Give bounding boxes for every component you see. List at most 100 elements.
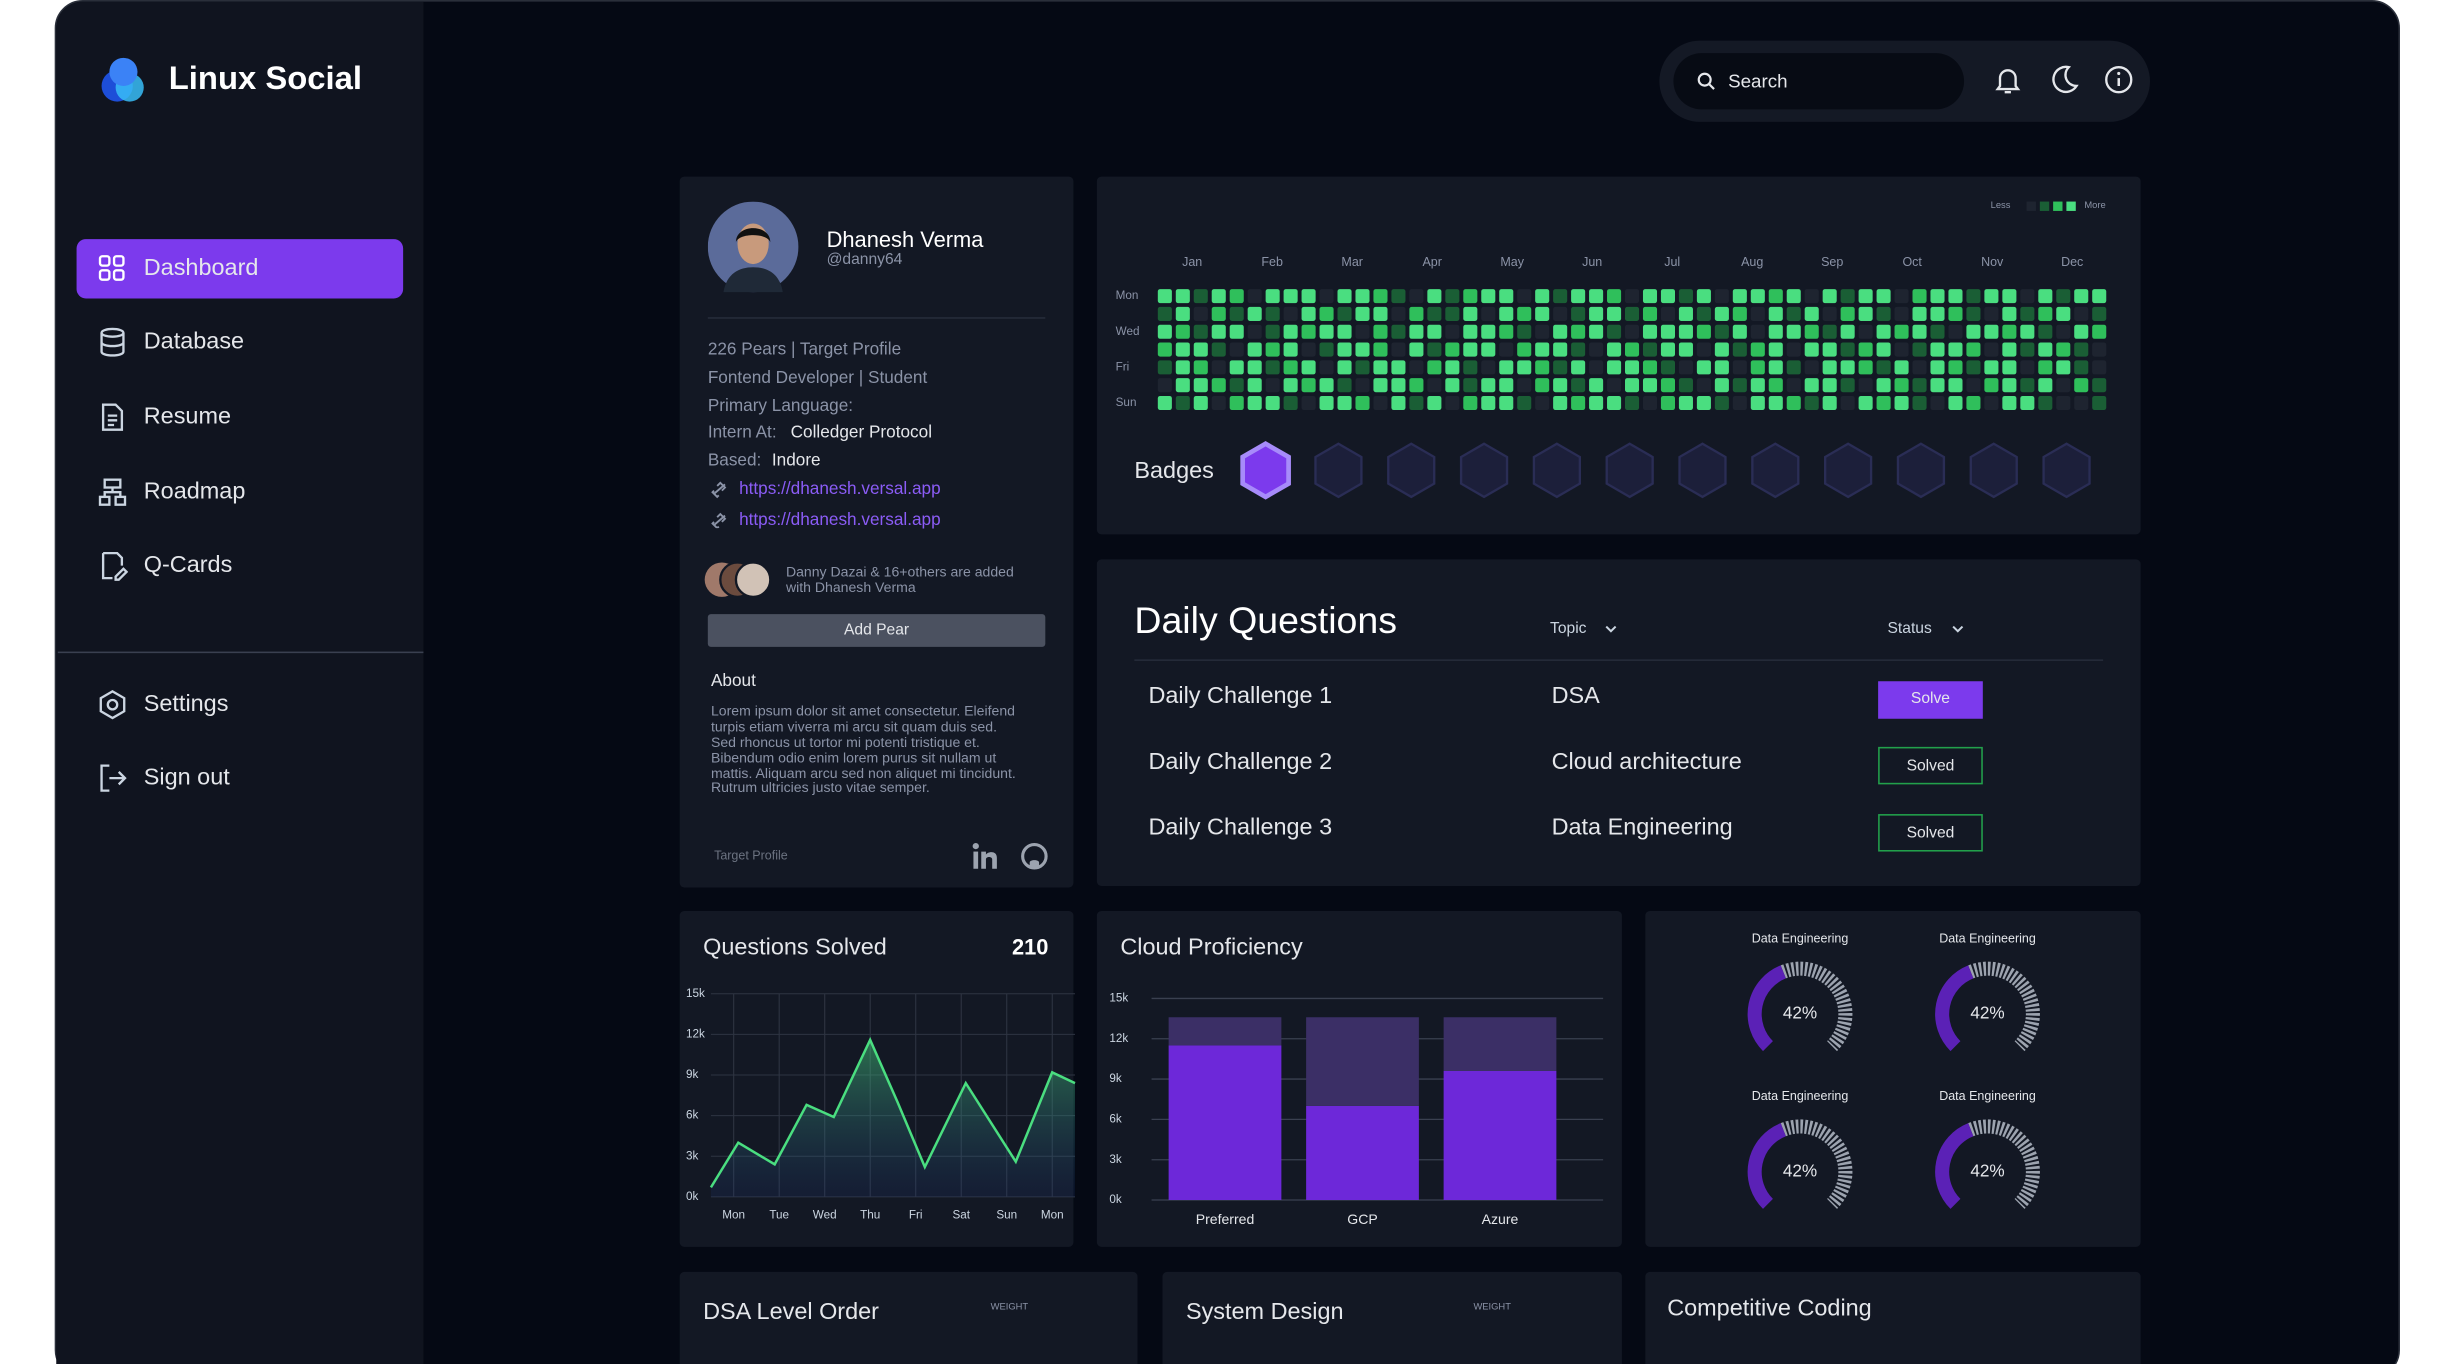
- activity-cell: [1750, 360, 1765, 375]
- activity-cell: [1696, 289, 1711, 304]
- social-icons[interactable]: [972, 842, 1053, 870]
- gauge-value: [1747, 965, 1787, 1052]
- nav-item[interactable]: Database: [77, 313, 404, 372]
- activity-cell: [1319, 378, 1334, 393]
- nav-item[interactable]: Sign out: [77, 748, 404, 807]
- activity-cell: [1589, 289, 1604, 304]
- activity-cell: [1858, 289, 1873, 304]
- solve-button[interactable]: Solve: [1878, 681, 1983, 719]
- activity-cell: [1391, 395, 1406, 410]
- activity-cell: [1553, 360, 1568, 375]
- x-tick-label: Fri: [909, 1209, 923, 1222]
- based-value: Indore: [771, 451, 821, 471]
- activity-cell: [1301, 342, 1316, 357]
- app-name: Linux Social: [168, 60, 363, 97]
- activity-cell: [1858, 360, 1873, 375]
- activity-cell: [1265, 324, 1280, 339]
- add-button[interactable]: Add Pear: [707, 614, 1046, 647]
- chart-title: Questions Solved: [703, 934, 887, 961]
- activity-cell: [1463, 360, 1478, 375]
- activity-cell: [1768, 395, 1783, 410]
- profile-link[interactable]: https://dhanesh.versal.app: [739, 510, 941, 530]
- month-label: Oct: [1902, 255, 1922, 269]
- divider: [1134, 659, 2104, 661]
- activity-cell: [1481, 342, 1496, 357]
- badges-title: Badges: [1134, 457, 1214, 485]
- gauge-value: [1747, 1123, 1787, 1209]
- activity-cell: [1517, 289, 1532, 304]
- x-tick-label: GCP: [1347, 1211, 1377, 1227]
- avatar: [707, 201, 799, 293]
- activity-cell: [1840, 324, 1855, 339]
- activity-cell: [1912, 289, 1927, 304]
- nav-item[interactable]: Dashboard: [76, 239, 404, 299]
- activity-cell: [1535, 378, 1550, 393]
- x-tick-label: Mon: [1041, 1209, 1064, 1222]
- nav-item[interactable]: Roadmap: [77, 463, 404, 522]
- nav-item[interactable]: Resume: [77, 388, 404, 447]
- activity-cell: [1696, 306, 1711, 321]
- activity-cell: [1445, 378, 1460, 393]
- x-tick-label: Sat: [952, 1209, 970, 1222]
- activity-cell: [1732, 324, 1747, 339]
- activity-cell: [1607, 378, 1622, 393]
- gauges-card: [1645, 910, 2141, 1247]
- activity-cell: [1714, 360, 1729, 375]
- activity-cell: [2092, 360, 2107, 375]
- profile-handle: @danny64: [826, 251, 903, 269]
- activity-cell: [1409, 289, 1424, 304]
- solved-button[interactable]: Solved: [1878, 814, 1983, 852]
- legend-swatch: [2066, 201, 2076, 211]
- activity-cell: [1247, 289, 1262, 304]
- icon: [100, 327, 125, 357]
- activity-cell: [1894, 378, 1909, 393]
- activity-cell: [1391, 378, 1406, 393]
- info-icon[interactable]: [2103, 64, 2134, 95]
- column-filter[interactable]: Status: [1887, 620, 1932, 638]
- profile-card: [679, 176, 1074, 888]
- peers-note: Danny Dazai & 16+others are added with D…: [785, 564, 1014, 596]
- column-filter[interactable]: Topic: [1550, 620, 1587, 638]
- activity-cell: [1193, 360, 1208, 375]
- chart-title: Cloud Proficiency: [1120, 934, 1303, 961]
- activity-cell: [2092, 342, 2107, 357]
- nav-label: Dashboard: [143, 254, 259, 282]
- activity-cell: [1912, 395, 1927, 410]
- activity-cell: [1355, 342, 1370, 357]
- month-label: Jun: [1582, 255, 1602, 269]
- activity-cell: [1642, 360, 1658, 375]
- activity-cell: [1157, 360, 1172, 375]
- activity-cell: [1211, 395, 1226, 410]
- nav-item[interactable]: Q-Cards: [77, 536, 404, 595]
- profile-summary: 226 Pears | Target Profile: [707, 340, 902, 360]
- activity-cell: [1229, 360, 1244, 375]
- activity-cell: [1373, 324, 1388, 339]
- activity-cell: [1535, 306, 1550, 321]
- activity-cell: [1930, 289, 1945, 304]
- activity-cell: [1391, 324, 1406, 339]
- bell-icon[interactable]: [1992, 64, 2023, 95]
- activity-cell: [2038, 324, 2053, 339]
- profile-link[interactable]: https://dhanesh.versal.app: [739, 479, 941, 499]
- theme-icon[interactable]: [2048, 64, 2079, 95]
- activity-cell: [1642, 378, 1658, 393]
- nav-item[interactable]: Settings: [77, 675, 404, 734]
- solved-button[interactable]: Solved: [1878, 746, 1983, 785]
- activity-cell: [1517, 395, 1532, 410]
- activity-cell: [1948, 306, 1963, 321]
- activity-cell: [1930, 342, 1945, 357]
- activity-cell: [2074, 360, 2089, 375]
- activity-cell: [1678, 378, 1693, 393]
- activity-cell: [1822, 360, 1837, 375]
- card-label: WEIGHT: [990, 1303, 1029, 1313]
- activity-cell: [1391, 360, 1406, 375]
- search-box[interactable]: [1673, 53, 1965, 110]
- activity-cell: [1642, 306, 1658, 321]
- activity-cell: [1571, 378, 1586, 393]
- activity-cell: [1571, 324, 1586, 339]
- activity-cell: [1750, 306, 1765, 321]
- activity-cell: [2020, 360, 2035, 375]
- activity-cell: [1948, 395, 1963, 410]
- activity-cell: [1912, 306, 1927, 321]
